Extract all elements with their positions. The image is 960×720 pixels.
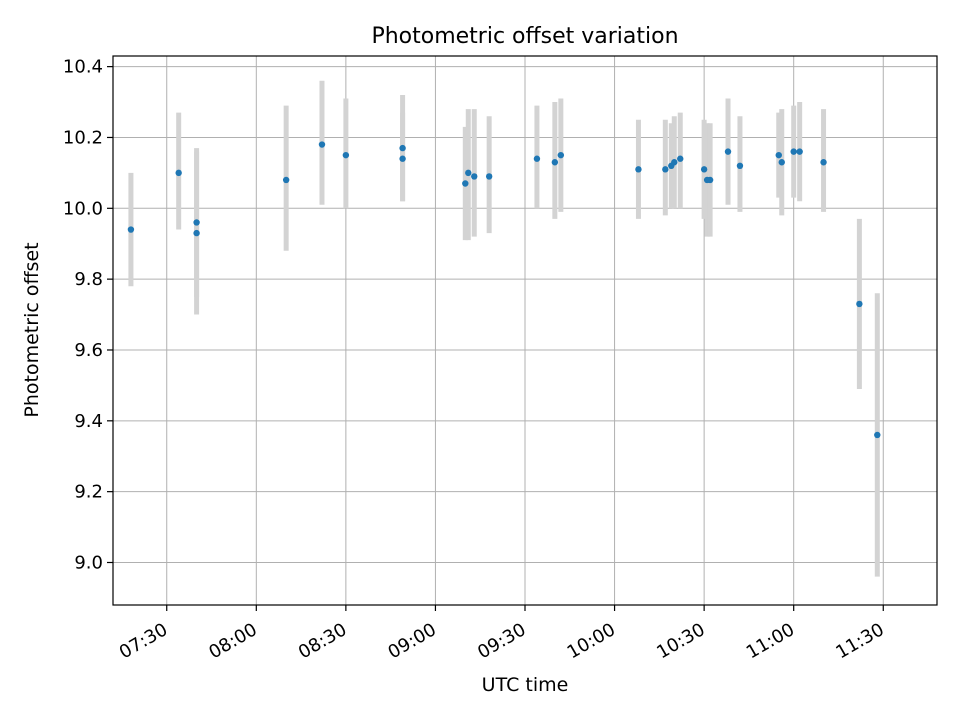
y-tick-label: 9.4	[74, 411, 103, 432]
data-point	[671, 159, 678, 166]
data-point	[485, 173, 493, 180]
y-tick-label: 9.8	[74, 269, 103, 290]
data-point	[856, 300, 863, 308]
data-point	[175, 169, 182, 177]
data-point	[778, 159, 785, 166]
chart-title: Photometric offset variation	[371, 24, 678, 49]
data-point	[127, 226, 135, 233]
data-point	[342, 151, 350, 159]
data-point	[551, 159, 559, 166]
data-point	[462, 180, 469, 187]
data-point	[706, 176, 714, 184]
data-point	[790, 148, 797, 155]
data-point	[471, 173, 478, 180]
data-point	[635, 166, 642, 173]
data-point	[775, 151, 782, 159]
y-tick-label: 10.4	[63, 57, 103, 78]
data-point	[282, 176, 290, 184]
data-point	[399, 155, 406, 162]
y-axis-ticks: 9.0 9.2 9.4 9.6 9.8 10.0 10.2 10.4	[63, 57, 113, 573]
y-tick-label: 9.0	[74, 552, 103, 573]
data-point	[662, 166, 669, 173]
x-axis-label: UTC time	[482, 674, 569, 696]
y-tick-label: 10.2	[63, 127, 103, 148]
data-point	[677, 155, 684, 162]
data-point	[796, 148, 803, 155]
data-point	[399, 144, 406, 152]
data-point	[724, 148, 732, 155]
y-tick-label: 9.2	[74, 482, 103, 503]
data-point	[318, 141, 326, 148]
data-point	[700, 166, 708, 173]
data-point	[533, 155, 541, 162]
y-tick-label: 10.0	[63, 198, 103, 219]
data-point	[193, 219, 200, 226]
data-point	[820, 159, 827, 166]
y-axis-label: Photometric offset	[21, 242, 43, 417]
data-point	[465, 169, 472, 177]
data-point	[736, 162, 744, 169]
grid	[113, 56, 937, 605]
data-point	[193, 229, 200, 237]
data-points	[127, 141, 881, 439]
data-point	[874, 431, 881, 439]
data-point	[557, 151, 565, 159]
y-tick-label: 9.6	[74, 340, 103, 361]
